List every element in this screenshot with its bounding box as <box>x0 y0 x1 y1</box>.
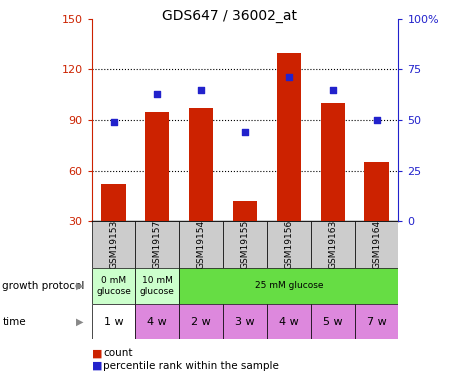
Bar <box>179 221 223 268</box>
Text: ▶: ▶ <box>76 316 84 327</box>
Text: 1 w: 1 w <box>104 316 123 327</box>
Text: 5 w: 5 w <box>323 316 343 327</box>
Bar <box>233 201 257 272</box>
Bar <box>311 221 354 268</box>
Text: 2 w: 2 w <box>191 316 211 327</box>
Bar <box>223 221 267 268</box>
Bar <box>354 304 398 339</box>
Text: GSM19154: GSM19154 <box>196 220 206 269</box>
Bar <box>92 268 136 304</box>
Bar <box>321 103 345 272</box>
Point <box>373 117 380 123</box>
Bar <box>267 221 311 268</box>
Bar <box>136 304 179 339</box>
Text: growth protocol: growth protocol <box>2 281 85 291</box>
Text: 4 w: 4 w <box>279 316 299 327</box>
Point <box>329 87 336 93</box>
Text: 4 w: 4 w <box>147 316 167 327</box>
Text: time: time <box>2 316 26 327</box>
Text: GSM19163: GSM19163 <box>328 220 337 269</box>
Text: 0 mM
glucose: 0 mM glucose <box>96 276 131 296</box>
Text: GSM19156: GSM19156 <box>284 220 294 269</box>
Text: 3 w: 3 w <box>235 316 255 327</box>
Text: GSM19155: GSM19155 <box>240 220 250 269</box>
Bar <box>102 184 125 272</box>
Point <box>197 87 205 93</box>
Bar <box>92 304 136 339</box>
Text: 7 w: 7 w <box>367 316 387 327</box>
Bar <box>267 304 311 339</box>
Bar <box>311 304 354 339</box>
Bar <box>92 221 136 268</box>
Bar <box>189 108 213 272</box>
Text: ■: ■ <box>92 348 102 358</box>
Point <box>154 91 161 97</box>
Bar <box>179 268 398 304</box>
Bar <box>365 162 388 272</box>
Bar <box>277 53 301 272</box>
Text: 10 mM
glucose: 10 mM glucose <box>140 276 175 296</box>
Text: ■: ■ <box>92 361 102 370</box>
Bar <box>179 304 223 339</box>
Text: GSM19153: GSM19153 <box>109 220 118 269</box>
Text: 25 mM glucose: 25 mM glucose <box>255 281 323 290</box>
Bar <box>136 268 179 304</box>
Bar <box>354 221 398 268</box>
Bar <box>136 221 179 268</box>
Text: GDS647 / 36002_at: GDS647 / 36002_at <box>162 9 296 23</box>
Text: count: count <box>103 348 132 358</box>
Bar <box>145 112 169 272</box>
Bar <box>223 304 267 339</box>
Text: ▶: ▶ <box>76 281 84 291</box>
Text: percentile rank within the sample: percentile rank within the sample <box>103 361 279 370</box>
Point <box>110 119 117 125</box>
Text: GSM19157: GSM19157 <box>153 220 162 269</box>
Point <box>241 129 249 135</box>
Point <box>285 75 293 81</box>
Text: GSM19164: GSM19164 <box>372 220 381 269</box>
